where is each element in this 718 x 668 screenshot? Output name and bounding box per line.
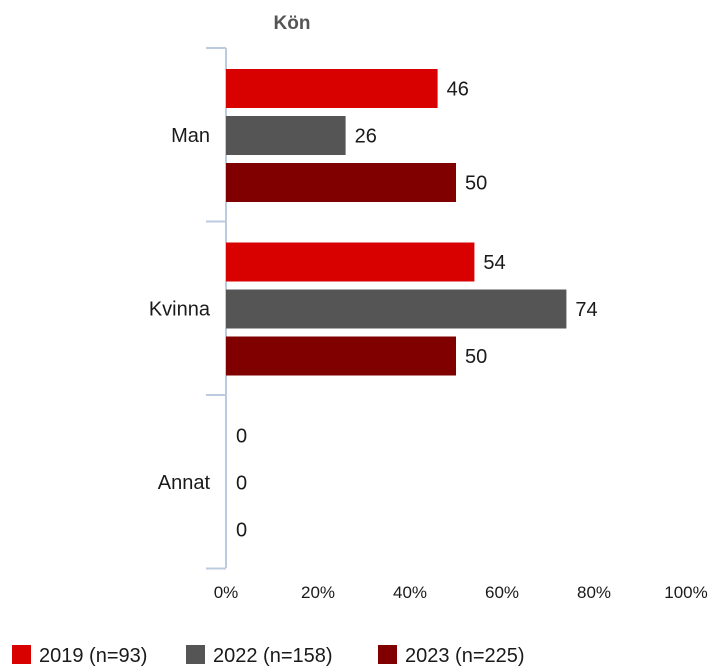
legend-label: 2023 (n=225) — [405, 645, 525, 667]
bar — [226, 336, 456, 376]
data-label: 0 — [236, 520, 247, 542]
data-label: 54 — [483, 252, 505, 274]
chart-title: Kön — [274, 13, 311, 34]
x-tick-label: 0% — [214, 583, 239, 602]
legend-label: 2022 (n=158) — [213, 645, 333, 667]
data-label: 26 — [355, 126, 377, 148]
legend: 2019 (n=93) 2022 (n=158) 2023 (n=225) — [12, 645, 525, 667]
legend-swatch — [12, 645, 31, 664]
legend-swatch — [186, 645, 205, 664]
bar — [226, 163, 456, 202]
legend-swatch — [378, 645, 397, 664]
bar — [226, 242, 475, 282]
x-tick-label: 40% — [393, 583, 427, 602]
category-label: Annat — [158, 472, 211, 494]
category-labels: Man Kvinna Annat — [149, 125, 211, 494]
x-tick-label: 80% — [577, 583, 611, 602]
data-label: 0 — [236, 426, 247, 448]
data-label: 50 — [465, 173, 487, 195]
data-label: 46 — [447, 79, 469, 101]
category-label: Kvinna — [149, 298, 211, 320]
bars — [226, 69, 567, 376]
bar — [226, 289, 567, 329]
bar — [226, 69, 438, 108]
bar — [226, 116, 346, 155]
legend-label: 2019 (n=93) — [39, 645, 147, 667]
x-tick-label: 60% — [485, 583, 519, 602]
data-label: 0 — [236, 473, 247, 495]
category-label: Man — [171, 125, 210, 147]
x-tick-labels: 0% 20% 40% 60% 80% 100% — [214, 583, 708, 602]
data-label: 50 — [465, 346, 487, 368]
x-tick-label: 20% — [301, 583, 335, 602]
data-labels: 46 26 50 54 74 50 0 0 0 — [236, 79, 598, 542]
data-label: 74 — [575, 299, 597, 321]
x-tick-label: 100% — [664, 583, 707, 602]
